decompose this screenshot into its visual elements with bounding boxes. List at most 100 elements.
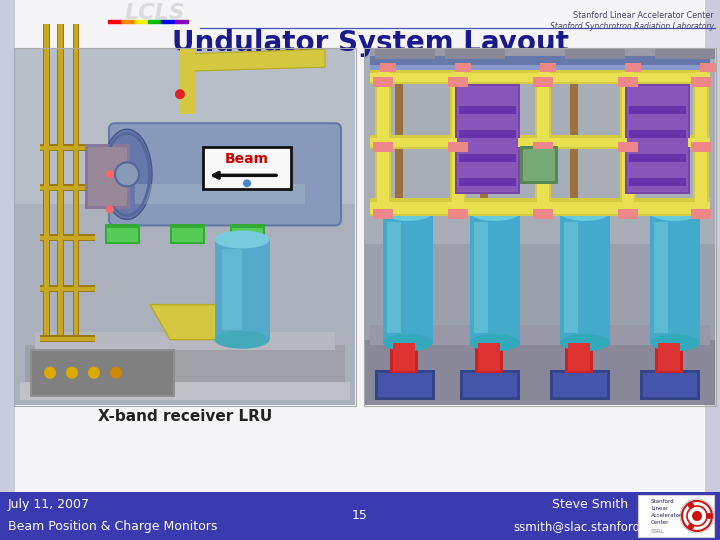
- Bar: [180, 49, 195, 114]
- Bar: [135, 184, 305, 205]
- Bar: [222, 249, 242, 329]
- Bar: [377, 72, 389, 214]
- Ellipse shape: [215, 330, 269, 349]
- Circle shape: [688, 503, 694, 509]
- Bar: [475, 341, 503, 373]
- Bar: [523, 149, 555, 181]
- Bar: [373, 142, 393, 152]
- Bar: [627, 86, 688, 192]
- Bar: [35, 332, 335, 350]
- Bar: [370, 73, 710, 82]
- Bar: [40, 144, 95, 151]
- Bar: [370, 138, 710, 147]
- Bar: [533, 142, 553, 152]
- Text: Stanford: Stanford: [651, 500, 675, 504]
- Bar: [43, 24, 50, 335]
- Text: ssmith@slac.stanford.edu: ssmith@slac.stanford.edu: [513, 521, 667, 534]
- Bar: [705, 0, 720, 492]
- Bar: [122, 19, 135, 23]
- Bar: [390, 341, 418, 373]
- Ellipse shape: [470, 204, 520, 221]
- Bar: [364, 48, 716, 406]
- Bar: [565, 341, 593, 373]
- Circle shape: [175, 89, 185, 99]
- Circle shape: [243, 179, 251, 187]
- Bar: [40, 336, 95, 341]
- Bar: [148, 19, 161, 23]
- Bar: [74, 24, 78, 335]
- Bar: [629, 178, 686, 186]
- Circle shape: [680, 499, 714, 533]
- Bar: [108, 19, 122, 23]
- Bar: [459, 106, 516, 114]
- Bar: [564, 222, 578, 333]
- Bar: [537, 72, 549, 214]
- Bar: [370, 325, 710, 345]
- Circle shape: [44, 367, 56, 379]
- Ellipse shape: [470, 334, 520, 351]
- Bar: [445, 49, 505, 59]
- Bar: [625, 63, 641, 72]
- Bar: [393, 343, 415, 370]
- Bar: [480, 84, 488, 205]
- Bar: [463, 373, 517, 397]
- Bar: [40, 186, 95, 191]
- Bar: [459, 130, 516, 138]
- Bar: [474, 222, 488, 333]
- Text: X-band receiver LRU: X-band receiver LRU: [98, 409, 272, 424]
- Bar: [618, 77, 638, 87]
- Bar: [365, 340, 715, 405]
- Bar: [478, 343, 500, 370]
- Bar: [533, 77, 553, 87]
- Text: Accelerator: Accelerator: [651, 514, 683, 518]
- Ellipse shape: [383, 334, 433, 351]
- Ellipse shape: [650, 334, 700, 351]
- Bar: [230, 225, 265, 245]
- Text: Center: Center: [651, 521, 670, 525]
- Bar: [40, 237, 95, 240]
- Bar: [650, 212, 700, 343]
- Bar: [135, 19, 148, 23]
- Bar: [215, 239, 270, 340]
- Circle shape: [706, 513, 712, 519]
- Circle shape: [106, 205, 114, 213]
- Bar: [370, 70, 710, 84]
- Bar: [618, 210, 638, 219]
- Bar: [40, 287, 95, 291]
- Bar: [629, 106, 686, 114]
- Bar: [570, 84, 578, 205]
- Bar: [365, 49, 715, 405]
- Bar: [85, 144, 130, 210]
- Text: Stanford Linear Accelerator Center: Stanford Linear Accelerator Center: [573, 10, 714, 19]
- Bar: [560, 212, 610, 343]
- Circle shape: [110, 367, 122, 379]
- Bar: [15, 49, 355, 205]
- Bar: [40, 146, 95, 150]
- Bar: [620, 70, 636, 217]
- Bar: [450, 70, 466, 217]
- Bar: [161, 19, 175, 23]
- Bar: [470, 212, 520, 343]
- Ellipse shape: [560, 204, 610, 221]
- Bar: [638, 495, 714, 537]
- Text: Steve Smith: Steve Smith: [552, 498, 628, 511]
- Bar: [459, 178, 516, 186]
- Bar: [40, 184, 95, 191]
- Circle shape: [682, 501, 712, 531]
- Bar: [378, 373, 432, 397]
- Polygon shape: [150, 305, 255, 340]
- Bar: [457, 86, 518, 192]
- Bar: [203, 147, 291, 190]
- Bar: [655, 341, 683, 373]
- Bar: [452, 72, 464, 214]
- Bar: [172, 228, 203, 242]
- Bar: [625, 84, 690, 194]
- Bar: [370, 198, 710, 217]
- Bar: [73, 24, 79, 335]
- Bar: [455, 84, 520, 194]
- Bar: [25, 345, 345, 400]
- Bar: [540, 63, 556, 72]
- Polygon shape: [180, 49, 325, 71]
- Bar: [370, 135, 710, 149]
- Bar: [459, 154, 516, 163]
